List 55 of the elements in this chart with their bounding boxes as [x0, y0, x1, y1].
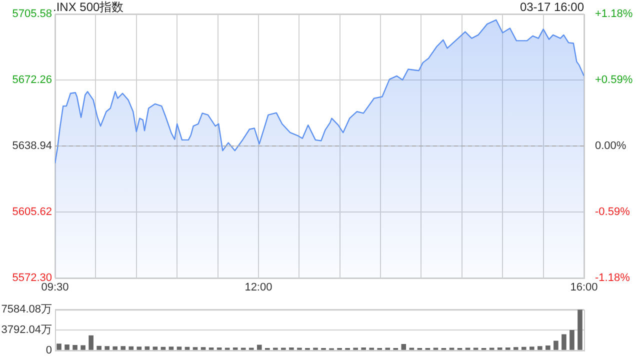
bar	[546, 346, 550, 350]
bar	[562, 334, 566, 350]
bar	[208, 347, 214, 350]
bar	[160, 346, 166, 350]
bar	[521, 346, 526, 350]
y-tick-label: 5638.94	[12, 140, 52, 152]
y2-tick-label: +0.59%	[595, 74, 633, 86]
y-tick-label: 5705.58	[12, 8, 52, 20]
bar	[529, 346, 534, 350]
bar	[232, 347, 238, 350]
bar	[120, 346, 126, 350]
bar	[80, 345, 86, 350]
bar	[152, 346, 158, 350]
y2-tick-label: -1.18%	[595, 272, 630, 284]
y-tick-label: 5572.30	[12, 272, 52, 284]
x-tick-label: 09:30	[41, 282, 69, 294]
bar	[168, 346, 174, 350]
y-tick-label: 3792.04万	[1, 324, 52, 336]
bar	[570, 330, 574, 350]
annotation: 03-17 16:00	[520, 0, 584, 14]
y-tick-label: 5672.26	[12, 74, 52, 86]
bar	[361, 347, 366, 350]
bar	[136, 346, 142, 350]
bar	[289, 347, 294, 350]
bar	[64, 344, 70, 350]
bar	[176, 346, 182, 350]
bar	[96, 346, 102, 350]
bar	[538, 346, 542, 350]
bar	[513, 347, 518, 350]
bar	[497, 347, 502, 350]
bar	[56, 344, 62, 350]
bar	[192, 347, 198, 350]
y2-tick-label: -0.59%	[595, 206, 630, 218]
bar	[256, 344, 262, 350]
bar	[128, 346, 134, 350]
bar	[104, 346, 110, 350]
bar	[184, 346, 190, 350]
y2-tick-label: +1.18%	[595, 8, 633, 20]
y2-tick-label: 0.00%	[595, 140, 626, 152]
bar	[505, 347, 510, 350]
y-tick-label: 5605.62	[12, 206, 52, 218]
bar	[144, 346, 150, 350]
bar	[112, 346, 118, 350]
bar	[401, 344, 406, 350]
bar	[216, 347, 222, 350]
bar	[578, 310, 582, 350]
bar	[554, 340, 558, 350]
y-tick-label: 0	[46, 344, 52, 356]
chart-title: .INX 500指数	[53, 0, 124, 14]
bar	[200, 347, 206, 350]
y-tick-label: 7584.08万	[1, 304, 52, 316]
x-tick-label: 12:00	[244, 282, 272, 294]
x-tick-label: 16:00	[570, 282, 598, 294]
bar	[72, 345, 78, 350]
bar	[88, 335, 94, 350]
